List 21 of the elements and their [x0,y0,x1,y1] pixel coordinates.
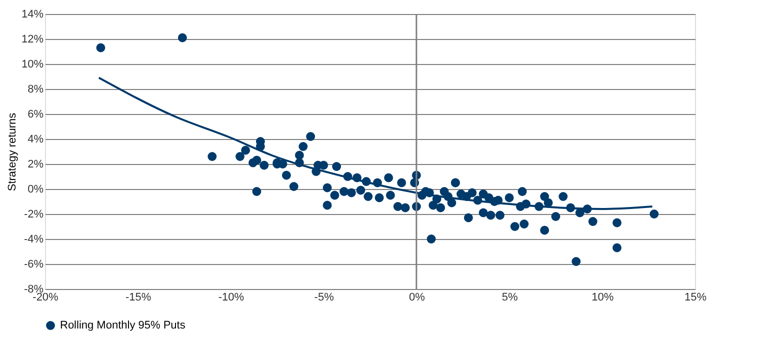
y-tick-label: 6% [28,108,44,120]
y-tick-label: 0% [28,184,44,196]
x-tick-label: 10% [592,292,614,304]
y-tick-label: 2% [28,158,44,170]
x-tick-label: 5% [502,292,518,304]
y-axis-title: Strategy returns [6,112,18,192]
x-tick-label: -15% [126,292,152,304]
y-tick-label: 12% [21,34,44,46]
y-tick-label: 8% [28,84,44,96]
y-tick-label: 10% [21,58,44,70]
x-tick-label: -20% [32,292,59,304]
x-tick-label: 0% [408,292,426,304]
y-tick-label: -6% [24,258,44,270]
legend-label: Rolling Monthly 95% Puts [60,320,186,332]
x-tick-label: -10% [218,292,244,304]
x-tick-label: -5% [314,292,334,304]
x-tick-label: 15% [684,292,707,304]
y-tick-label: 14% [21,8,44,20]
y-tick-label: 4% [28,134,44,146]
y-tick-label: -2% [24,208,44,220]
y-tick-label: -4% [24,234,44,246]
